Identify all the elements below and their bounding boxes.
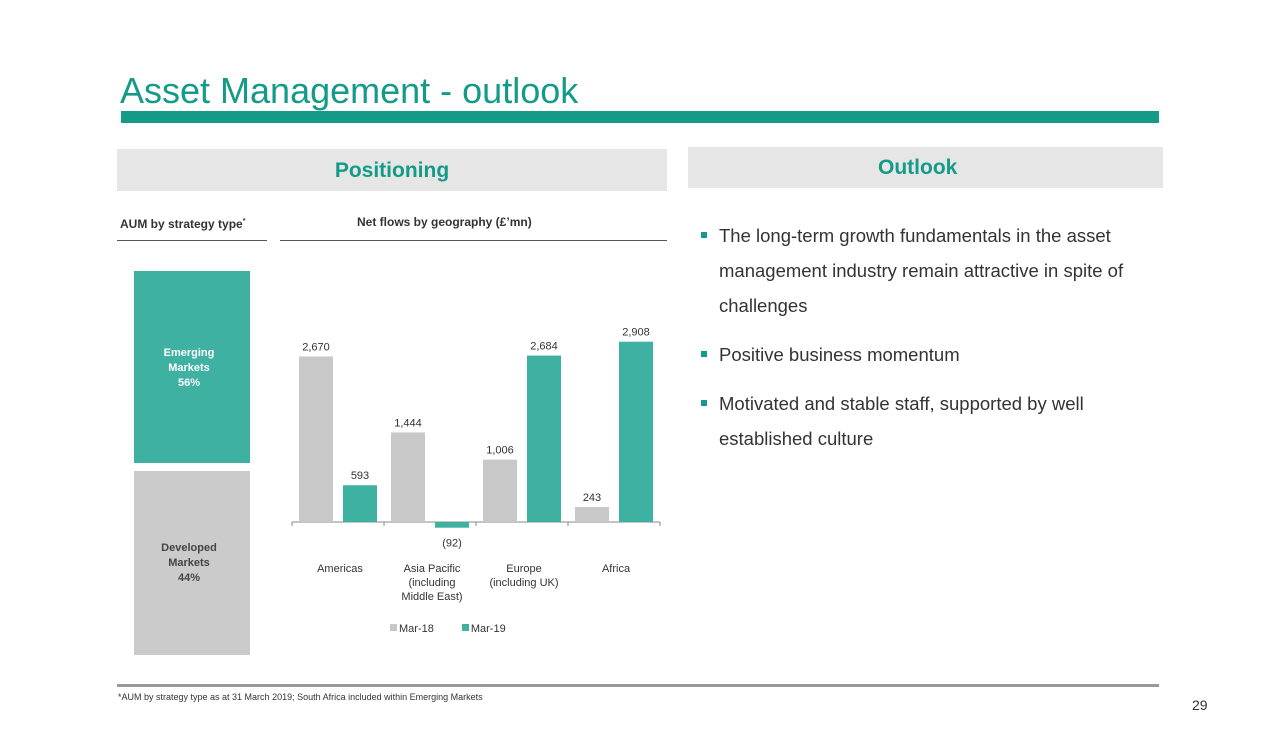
bar-mar-19-2 [527,355,561,522]
legend-item-mar-18: Mar-18 [390,623,434,635]
aum-heading-rule [117,240,267,241]
bar-mar-18-2 [483,459,517,522]
positioning-heading: Positioning [117,149,667,191]
aum-developed-line1: Developed [161,542,217,554]
category-label: (including UK) [489,577,558,589]
data-label: 243 [583,492,601,504]
aum-emerging-share: 56% [177,377,201,389]
outlook-bullet-text: Positive business momentum [719,344,960,365]
data-label: 1,444 [394,417,422,429]
bullet-marker-icon [701,400,707,406]
bullet-marker-icon [701,232,707,238]
aum-heading: AUM by strategy type* [120,217,245,231]
category-label: Africa [602,563,631,575]
outlook-bullet: The long-term growth fundamentals in the… [700,218,1150,323]
bar-mar-18-1 [391,432,425,522]
aum-emerging-label: Emerging Markets 56% [134,346,244,391]
chart-legend: Mar-18 Mar-19 [390,623,534,635]
data-label: (92) [442,538,462,550]
aum-emerging-block: Emerging Markets 56% [134,271,250,463]
bar-mar-19-0 [343,485,377,522]
legend-swatch-mar-18 [390,624,397,631]
footer-rule [117,684,1159,687]
title-rule [121,111,1159,123]
outlook-bullet-text: The long-term growth fundamentals in the… [719,225,1124,316]
category-label: Middle East) [401,591,462,603]
aum-emerging-line1: Emerging [163,347,215,359]
flows-heading: Net flows by geography (£’mn) [357,215,532,229]
aum-developed-label: Developed Markets 44% [134,541,244,586]
bar-mar-19-1 [435,522,469,528]
aum-emerging-line2: Markets [168,362,210,374]
bullet-marker-icon [701,351,707,357]
net-flows-chart: 2,670 1,444 1,006 243 593 (92) 2,684 2,908 Ameri… [291,327,661,603]
outlook-bullet: Positive business momentum [700,337,1150,372]
page-title: Asset Management - outlook [120,70,579,111]
footnote: *AUM by strategy type as at 31 March 201… [118,692,483,702]
outlook-heading-bar: Outlook [688,147,1163,188]
data-label: 2,908 [622,327,650,339]
category-label: Europe [506,563,541,575]
outlook-bullet-text: Motivated and stable staff, supported by… [719,393,1084,449]
legend-swatch-mar-19 [461,624,469,631]
category-label: (including [408,577,455,589]
data-label: 2,684 [530,341,558,353]
bar-mar-18-3 [575,506,609,522]
legend-label-mar-19: Mar-19 [470,623,506,635]
category-label: Asia Pacific [404,563,461,575]
legend-item-mar-19: Mar-19 [461,623,506,635]
outlook-bullet: Motivated and stable staff, supported by… [700,386,1150,456]
aum-developed-line2: Markets [168,557,210,569]
page-number: 29 [1192,697,1208,713]
data-label: 593 [351,470,369,482]
legend-label-mar-18: Mar-18 [399,623,434,635]
flows-heading-rule [280,240,667,241]
bar-mar-18-0 [299,356,333,522]
outlook-heading: Outlook [878,156,958,179]
data-label: 2,670 [302,341,330,353]
bar-mar-19-3 [619,341,653,522]
category-label: Americas [317,563,363,575]
aum-developed-block: Developed Markets 44% [134,471,250,655]
aum-heading-text: AUM by strategy type [120,217,243,231]
data-label: 1,006 [486,445,514,457]
outlook-bullets: The long-term growth fundamentals in the… [700,218,1150,470]
aum-developed-share: 44% [177,572,201,584]
aum-heading-mark: * [242,218,246,225]
